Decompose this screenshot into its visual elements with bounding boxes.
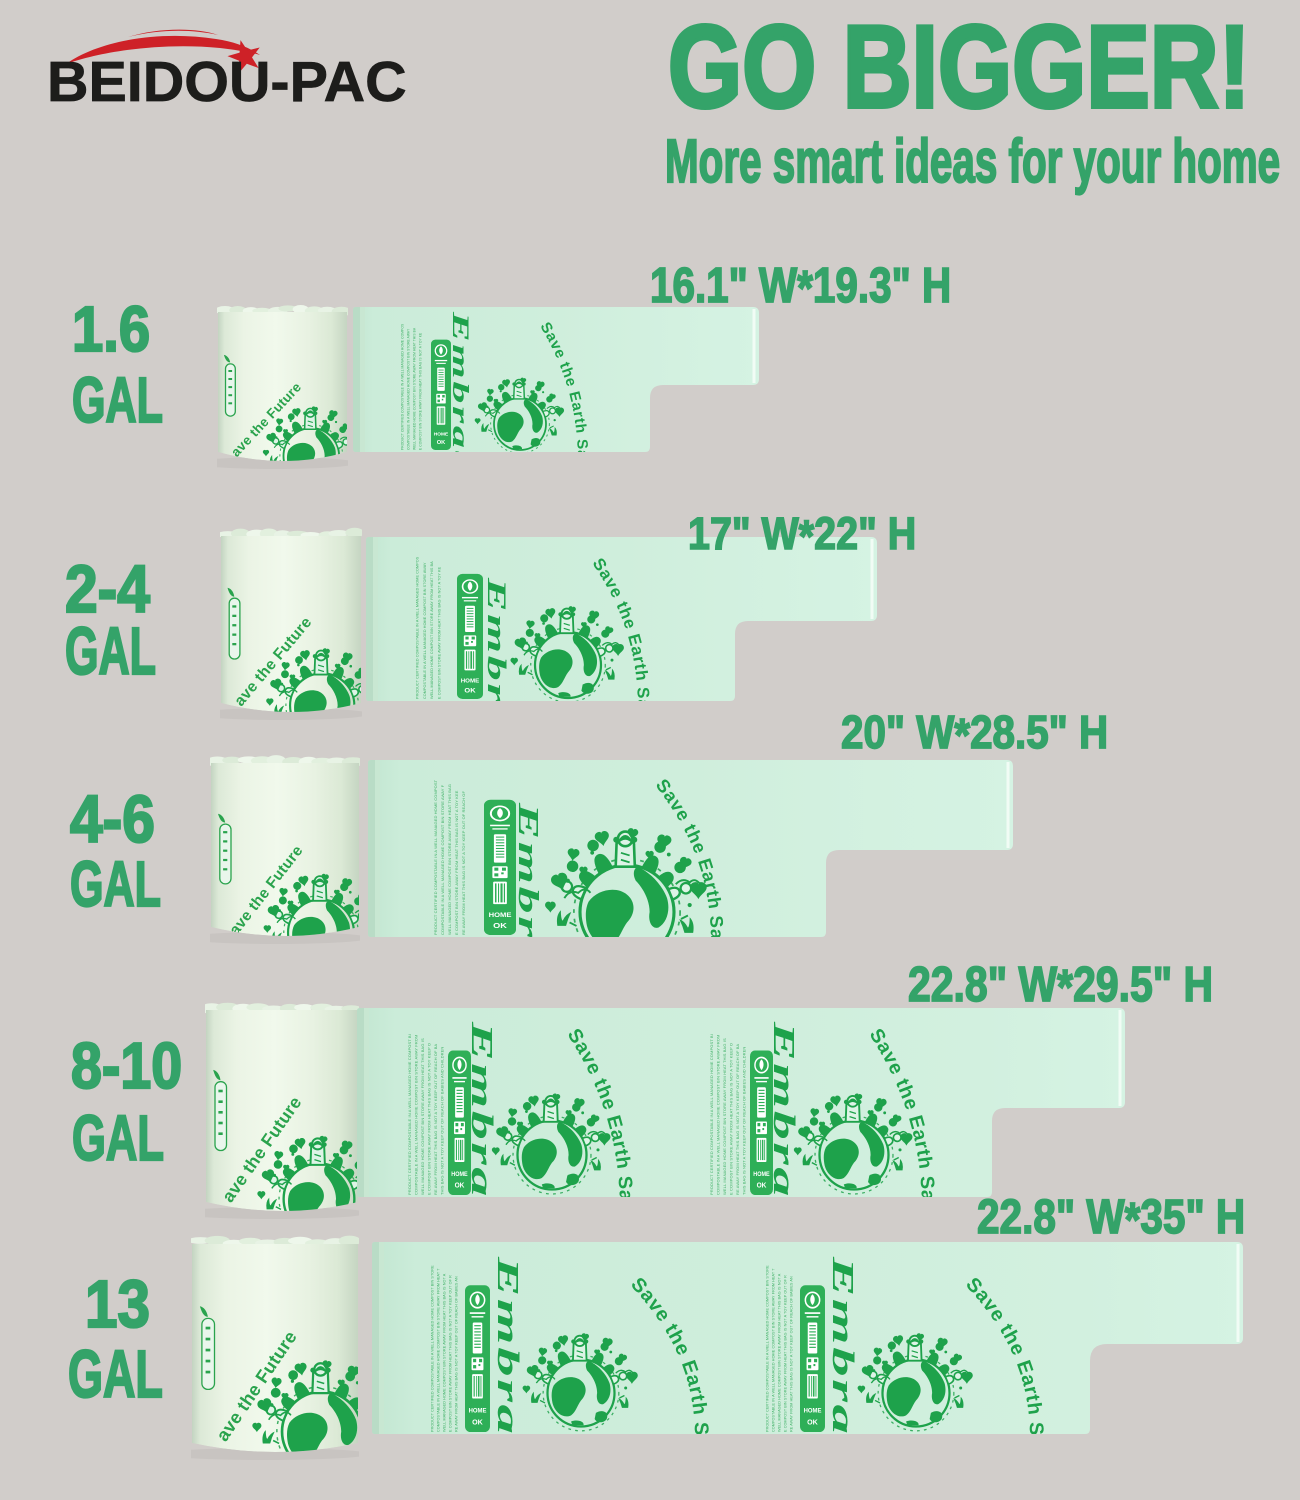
svg-text:RE AWAY FROM HEAT THIS BAG IS: RE AWAY FROM HEAT THIS BAG IS NOT A TOY … — [461, 791, 466, 935]
svg-text:RE AWAY FROM HEAT THIS BAG IS: RE AWAY FROM HEAT THIS BAG IS NOT A TOY … — [433, 1043, 438, 1195]
svg-text:THIS BAG IS NOT A TOY KEEP OUT: THIS BAG IS NOT A TOY KEEP OUT OF REACH … — [440, 1047, 445, 1195]
svg-text:Embrace: Embrace — [448, 311, 474, 452]
svg-text:Embrace: Embrace — [491, 1256, 525, 1434]
svg-text:WELL MANAGED HOME COMPOST BIN: WELL MANAGED HOME COMPOST BIN STORE AWAY… — [412, 327, 416, 450]
svg-text:WELL MANAGED HOME COMPOST BIN: WELL MANAGED HOME COMPOST BIN STORE AWAY… — [443, 1273, 447, 1432]
svg-text:WELL MANAGED HOME COMPOST BIN: WELL MANAGED HOME COMPOST BIN STORE AWAY… — [430, 561, 434, 699]
svg-text:Embrace: Embrace — [767, 1021, 800, 1197]
svg-text:E COMPOST BIN STORE AWAY FROM: E COMPOST BIN STORE AWAY FROM HEAT THIS … — [454, 790, 459, 935]
svg-text:RE AWAY FROM HEAT THIS BAG IS: RE AWAY FROM HEAT THIS BAG IS NOT A TOY … — [790, 1276, 794, 1432]
svg-text:E COMPOST BIN STORE AWAY FROM: E COMPOST BIN STORE AWAY FROM HEAT THIS … — [784, 1275, 788, 1432]
svg-text:WELL MANAGED HOME COMPOST BIN: WELL MANAGED HOME COMPOST BIN STORE AWAY… — [778, 1273, 782, 1432]
svg-text:Embrace: Embrace — [512, 802, 543, 937]
svg-text:PRODUCT CERTIFIED COMPOSTABLE: PRODUCT CERTIFIED COMPOSTABLE IN A WELL … — [400, 323, 404, 450]
svg-text:E COMPOST BIN STORE AWAY FROM: E COMPOST BIN STORE AWAY FROM HEAT THIS … — [418, 332, 422, 450]
svg-text:PRODUCT CERTIFIED COMPOSTABLE: PRODUCT CERTIFIED COMPOSTABLE IN A WELL … — [709, 1034, 714, 1195]
svg-text:Embrace: Embrace — [465, 1021, 498, 1197]
svg-text:COMPOSTABLE IN A WELL MANAGED: COMPOSTABLE IN A WELL MANAGED HOME COMPO… — [716, 1034, 721, 1195]
svg-text:COMPOSTABLE IN A WELL MANAGED: COMPOSTABLE IN A WELL MANAGED HOME COMPO… — [772, 1268, 776, 1432]
svg-text:PRODUCT CERTIFIED COMPOSTABLE: PRODUCT CERTIFIED COMPOSTABLE IN A WELL … — [433, 779, 438, 935]
svg-text:E COMPOST BIN STORE AWAY FROM: E COMPOST BIN STORE AWAY FROM HEAT THIS … — [427, 1043, 432, 1195]
svg-text:RE AWAY FROM HEAT THIS BAG IS: RE AWAY FROM HEAT THIS BAG IS NOT A TOY … — [455, 1276, 459, 1432]
svg-text:WELL MANAGED HOME COMPOST BIN: WELL MANAGED HOME COMPOST BIN STORE AWAY… — [722, 1038, 727, 1195]
svg-text:E COMPOST BIN STORE AWAY FROM: E COMPOST BIN STORE AWAY FROM HEAT THIS … — [449, 1275, 453, 1432]
svg-text:COMPOSTABLE IN A WELL MANAGED: COMPOSTABLE IN A WELL MANAGED HOME COMPO… — [440, 784, 445, 935]
svg-text:COMPOSTABLE IN A WELL MANAGED: COMPOSTABLE IN A WELL MANAGED HOME COMPO… — [406, 328, 410, 450]
svg-text:RE AWAY FROM HEAT THIS BAG IS: RE AWAY FROM HEAT THIS BAG IS NOT A TOY … — [735, 1043, 740, 1195]
svg-text:COMPOSTABLE IN A WELL MANAGED: COMPOSTABLE IN A WELL MANAGED HOME COMPO… — [437, 1268, 441, 1432]
svg-text:E COMPOST BIN STORE AWAY FROM: E COMPOST BIN STORE AWAY FROM HEAT THIS … — [438, 566, 442, 699]
svg-text:Embrace: Embrace — [826, 1256, 860, 1434]
svg-text:THIS BAG IS NOT A TOY KEEP OUT: THIS BAG IS NOT A TOY KEEP OUT OF REACH … — [742, 1047, 747, 1195]
svg-text:COMPOSTABLE IN A WELL MANAGED: COMPOSTABLE IN A WELL MANAGED HOME COMPO… — [414, 1034, 419, 1195]
svg-text:COMPOSTABLE IN A WELL MANAGED: COMPOSTABLE IN A WELL MANAGED HOME COMPO… — [423, 562, 427, 699]
svg-text:Embrace: Embrace — [482, 577, 511, 701]
svg-text:PRODUCT CERTIFIED COMPOSTABLE: PRODUCT CERTIFIED COMPOSTABLE IN A WELL … — [431, 1265, 435, 1432]
svg-text:E COMPOST BIN STORE AWAY FROM: E COMPOST BIN STORE AWAY FROM HEAT THIS … — [729, 1043, 734, 1195]
svg-text:WELL MANAGED HOME COMPOST BIN: WELL MANAGED HOME COMPOST BIN STORE AWAY… — [447, 784, 452, 935]
svg-text:PRODUCT CERTIFIED COMPOSTABLE: PRODUCT CERTIFIED COMPOSTABLE IN A WELL … — [416, 556, 420, 699]
svg-text:WELL MANAGED HOME COMPOST BIN: WELL MANAGED HOME COMPOST BIN STORE AWAY… — [420, 1038, 425, 1195]
svg-text:PRODUCT CERTIFIED COMPOSTABLE: PRODUCT CERTIFIED COMPOSTABLE IN A WELL … — [766, 1265, 770, 1432]
svg-text:PRODUCT CERTIFIED COMPOSTABLE: PRODUCT CERTIFIED COMPOSTABLE IN A WELL … — [407, 1034, 412, 1195]
